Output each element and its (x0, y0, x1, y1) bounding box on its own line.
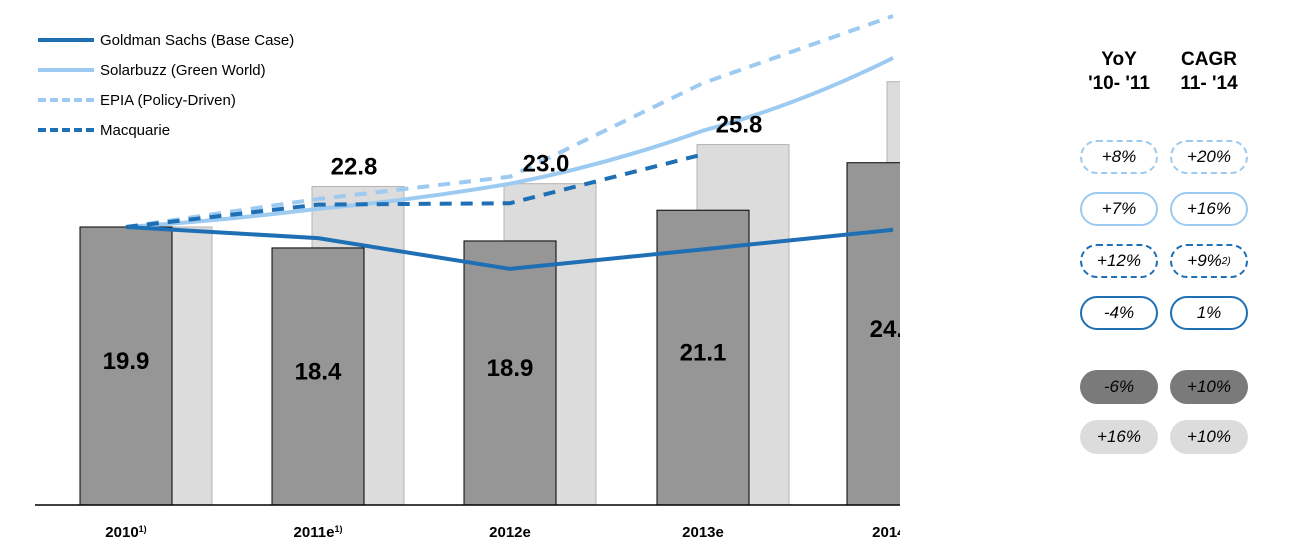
table-column-header: CAGR 11- '14 (1164, 48, 1254, 96)
legend-label: Solarbuzz (Green World) (100, 61, 266, 79)
bar-primary (846, 162, 900, 506)
x-tick-label: 2014e (872, 524, 900, 541)
legend-swatch (38, 128, 94, 132)
legend-label: EPIA (Policy-Driven) (100, 91, 236, 109)
x-tick-labels-group: 20101) 2011e1) 2012e 2013e 2014e (105, 524, 900, 541)
growth-value: +8% (1101, 147, 1137, 166)
bar-primary-label: 24.5 (870, 316, 900, 343)
legend-item: Goldman Sachs (Base Case) (38, 29, 294, 51)
cagr-growth-badge: 1% (1170, 296, 1248, 330)
bar-secondary-label: 22.8 (331, 153, 378, 180)
growth-footnote: 2) (1221, 255, 1231, 267)
legend-label: Goldman Sachs (Base Case) (100, 31, 295, 49)
growth-value: +10% (1187, 427, 1231, 446)
growth-value: +10% (1187, 377, 1231, 396)
yoy-growth-badge: -4% (1080, 296, 1158, 330)
growth-value: +16% (1187, 199, 1231, 218)
growth-value: 1% (1196, 303, 1222, 322)
header-line: 11- '14 (1180, 73, 1238, 94)
cagr-growth-badge: +10% (1170, 420, 1248, 454)
x-tick-label: 2011e1) (294, 524, 343, 541)
growth-value: +20% (1187, 147, 1231, 166)
bar-primary-label: 21.1 (680, 340, 727, 367)
bar-primary-label: 19.9 (103, 348, 150, 375)
growth-value: +9% (1187, 251, 1222, 270)
bar-primary (79, 226, 173, 506)
growth-value: -6% (1103, 377, 1135, 396)
growth-value: -4% (1103, 303, 1135, 322)
legend-swatch (38, 38, 94, 42)
legend-swatch (38, 68, 94, 72)
header-line: '10- '11 (1088, 73, 1150, 94)
x-tick-label: 2013e (682, 524, 724, 541)
legend-label: Macquarie (100, 121, 171, 139)
bar-secondary-label: 25.8 (716, 112, 763, 139)
solar-demand-chart: 19.918.422.818.923.021.125.824.530.3 201… (35, 14, 900, 541)
cagr-growth-badge: +20% (1170, 140, 1248, 174)
legend-item: EPIA (Policy-Driven) (38, 89, 236, 111)
yoy-growth-badge: -6% (1080, 370, 1158, 404)
yoy-growth-badge: +8% (1080, 140, 1158, 174)
bar-primary (656, 209, 750, 506)
growth-value: +7% (1101, 199, 1137, 218)
x-tick-label: 20101) (105, 524, 146, 541)
series-lines-group (125, 14, 894, 271)
series-line (125, 224, 894, 271)
bar-primary (271, 247, 365, 506)
x-tick-footnote: 1) (334, 524, 342, 534)
yoy-growth-badge: +7% (1080, 192, 1158, 226)
legend-item: Macquarie (38, 119, 170, 141)
bar-primary-label: 18.9 (487, 355, 534, 382)
data-labels-group: 19.918.422.818.923.021.125.824.530.3 (103, 112, 900, 386)
header-line: CAGR (1181, 49, 1237, 70)
series-line (125, 14, 894, 229)
yoy-growth-badge: +12% (1080, 244, 1158, 278)
table-column-header: YoY '10- '11 (1074, 48, 1164, 96)
bar-secondary-label: 23.0 (523, 151, 570, 178)
header-line: YoY (1101, 49, 1137, 70)
yoy-growth-badge: +16% (1080, 420, 1158, 454)
growth-value: +16% (1097, 427, 1141, 446)
bar-primary (463, 240, 557, 506)
legend-swatch (38, 98, 94, 102)
cagr-growth-badge: +16% (1170, 192, 1248, 226)
series-line (125, 152, 704, 229)
legend-item: Solarbuzz (Green World) (38, 59, 266, 81)
bars-front-group (79, 162, 900, 506)
cagr-growth-badge: +9% 2) (1170, 244, 1248, 278)
bar-primary-label: 18.4 (295, 358, 342, 385)
cagr-growth-badge: +10% (1170, 370, 1248, 404)
growth-value: +12% (1097, 251, 1141, 270)
series-line (125, 56, 894, 229)
x-tick-label: 2012e (489, 524, 531, 541)
x-tick-footnote: 1) (139, 524, 147, 534)
